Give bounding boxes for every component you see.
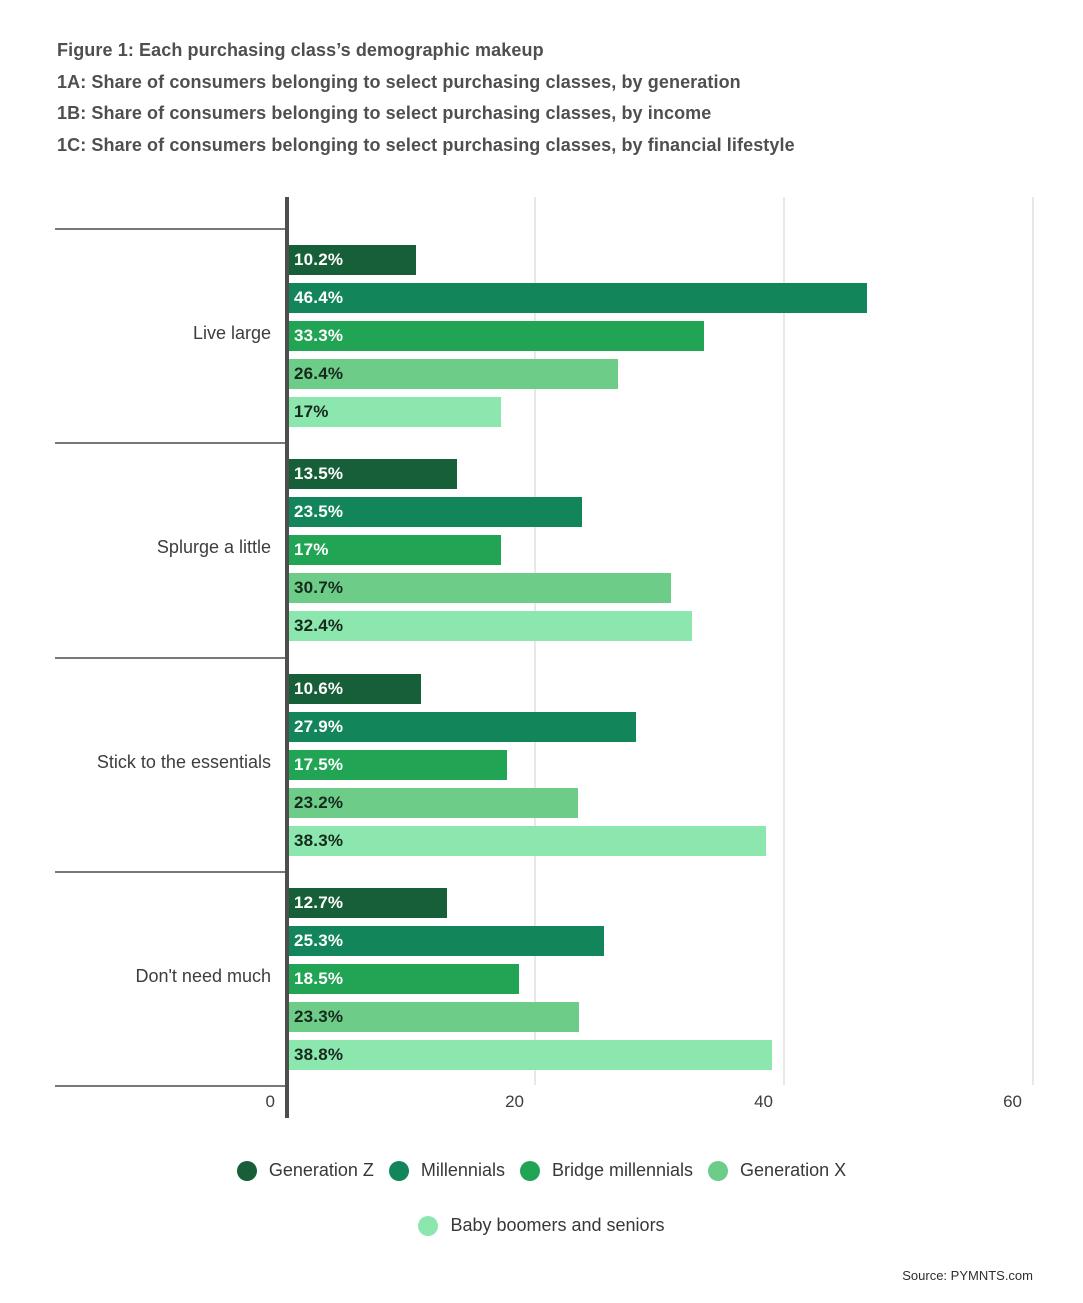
chart-legend-row-1: Generation Z Millennials Bridge millenni… bbox=[0, 1160, 1083, 1181]
bar-value-label: 25.3% bbox=[294, 930, 344, 950]
category-label: Live large bbox=[192, 323, 271, 344]
bar-value-label: 23.5% bbox=[294, 502, 344, 522]
legend-label-generation-z: Generation Z bbox=[268, 1160, 374, 1180]
figure-subtitle-1c: 1C: Share of consumers belonging to sele… bbox=[57, 134, 795, 155]
bar-millennials: 46.4% bbox=[289, 283, 867, 313]
x-axis-tick-label: 40 bbox=[754, 1092, 773, 1111]
category-divider bbox=[55, 228, 285, 230]
bar-generation-z: 10.6% bbox=[289, 673, 421, 704]
bar-baby-boomers-and-seniors: 38.3% bbox=[289, 825, 766, 856]
bar-generation-z: 12.7% bbox=[289, 887, 448, 918]
x-gridline-40 bbox=[783, 197, 785, 1085]
bar-millennials: 27.9% bbox=[289, 711, 637, 742]
bar-generation-z: 10.2% bbox=[289, 245, 416, 275]
bar-value-label: 10.6% bbox=[294, 678, 344, 698]
bar-value-label: 23.2% bbox=[294, 792, 344, 812]
bar-generation-x: 23.3% bbox=[289, 1001, 580, 1032]
legend-label-millennials: Millennials bbox=[420, 1160, 505, 1180]
bar-value-label: 17% bbox=[294, 540, 329, 560]
bar-baby-boomers-and-seniors: 32.4% bbox=[289, 611, 693, 642]
bar-value-label: 38.8% bbox=[294, 1044, 344, 1064]
source-attribution: Source: PYMNTS.com bbox=[902, 1268, 1033, 1283]
bar-value-label: 26.4% bbox=[294, 364, 344, 383]
bar-value-label: 23.3% bbox=[294, 1006, 344, 1026]
x-axis-tick-label: 20 bbox=[505, 1092, 524, 1111]
bar-generation-x: 26.4% bbox=[289, 359, 618, 389]
legend-swatch-generation-z-icon bbox=[236, 1160, 257, 1181]
figure-title-block: Figure 1: Each purchasing class’s demogr… bbox=[57, 35, 795, 161]
bar-value-label: 30.7% bbox=[294, 578, 344, 598]
chart-legend-row-2: Baby boomers and seniors bbox=[0, 1215, 1083, 1236]
legend-swatch-bridge-millennials-icon bbox=[519, 1160, 540, 1181]
bar-bridge-millennials: 17% bbox=[289, 535, 501, 566]
bar-value-label: 32.4% bbox=[294, 616, 344, 636]
bar-bridge-millennials: 33.3% bbox=[289, 321, 704, 351]
bar-millennials: 25.3% bbox=[289, 925, 604, 956]
category-label: Splurge a little bbox=[156, 537, 271, 558]
category-label: Don't need much bbox=[135, 965, 271, 986]
bar-value-label: 38.3% bbox=[294, 830, 344, 850]
category-divider bbox=[55, 1085, 285, 1087]
bar-value-label: 18.5% bbox=[294, 968, 344, 988]
legend-item-baby-boomers: Baby boomers and seniors bbox=[418, 1215, 665, 1236]
bar-value-label: 17.5% bbox=[294, 754, 344, 774]
x-axis-tick-label: 0 bbox=[265, 1092, 275, 1111]
bar-baby-boomers-and-seniors: 38.8% bbox=[289, 1039, 773, 1070]
legend-swatch-millennials-icon bbox=[388, 1160, 409, 1181]
bar-baby-boomers-and-seniors: 17% bbox=[289, 397, 501, 427]
bar-bridge-millennials: 17.5% bbox=[289, 749, 507, 780]
bar-generation-z: 13.5% bbox=[289, 459, 458, 490]
bar-value-label: 27.9% bbox=[294, 716, 344, 736]
legend-label-generation-x: Generation X bbox=[740, 1160, 847, 1180]
legend-item-generation-z: Generation Z bbox=[236, 1160, 374, 1181]
bar-millennials: 23.5% bbox=[289, 497, 582, 528]
bar-value-label: 33.3% bbox=[294, 326, 344, 345]
legend-item-generation-x: Generation X bbox=[708, 1160, 846, 1181]
category-divider bbox=[55, 656, 285, 659]
x-gridline-60 bbox=[1032, 197, 1034, 1085]
legend-item-millennials: Millennials bbox=[388, 1160, 505, 1181]
legend-label-bridge-millennials: Bridge millennials bbox=[551, 1160, 694, 1180]
category-divider bbox=[55, 870, 285, 873]
legend-item-bridge-millennials: Bridge millennials bbox=[519, 1160, 694, 1181]
bar-value-label: 46.4% bbox=[294, 288, 344, 307]
bar-generation-x: 30.7% bbox=[289, 573, 672, 604]
bar-bridge-millennials: 18.5% bbox=[289, 963, 520, 994]
figure-title: Figure 1: Each purchasing class’s demogr… bbox=[57, 40, 544, 60]
legend-label-baby-boomers: Baby boomers and seniors bbox=[450, 1215, 665, 1235]
bar-value-label: 17% bbox=[294, 402, 329, 421]
bar-generation-x: 23.2% bbox=[289, 787, 578, 818]
category-divider bbox=[55, 442, 285, 445]
y-axis-line bbox=[285, 197, 289, 1118]
legend-swatch-baby-boomers-icon bbox=[418, 1215, 439, 1236]
bar-value-label: 10.2% bbox=[294, 250, 344, 269]
figure-subtitle-1a: 1A: Share of consumers belonging to sele… bbox=[57, 71, 741, 92]
legend-swatch-generation-x-icon bbox=[708, 1160, 729, 1181]
figure-subtitle-1b: 1B: Share of consumers belonging to sele… bbox=[57, 103, 712, 123]
category-label: Stick to the essentials bbox=[96, 751, 271, 772]
bar-value-label: 12.7% bbox=[294, 892, 344, 912]
x-axis-tick-label: 60 bbox=[1003, 1092, 1022, 1111]
bar-value-label: 13.5% bbox=[294, 464, 344, 484]
